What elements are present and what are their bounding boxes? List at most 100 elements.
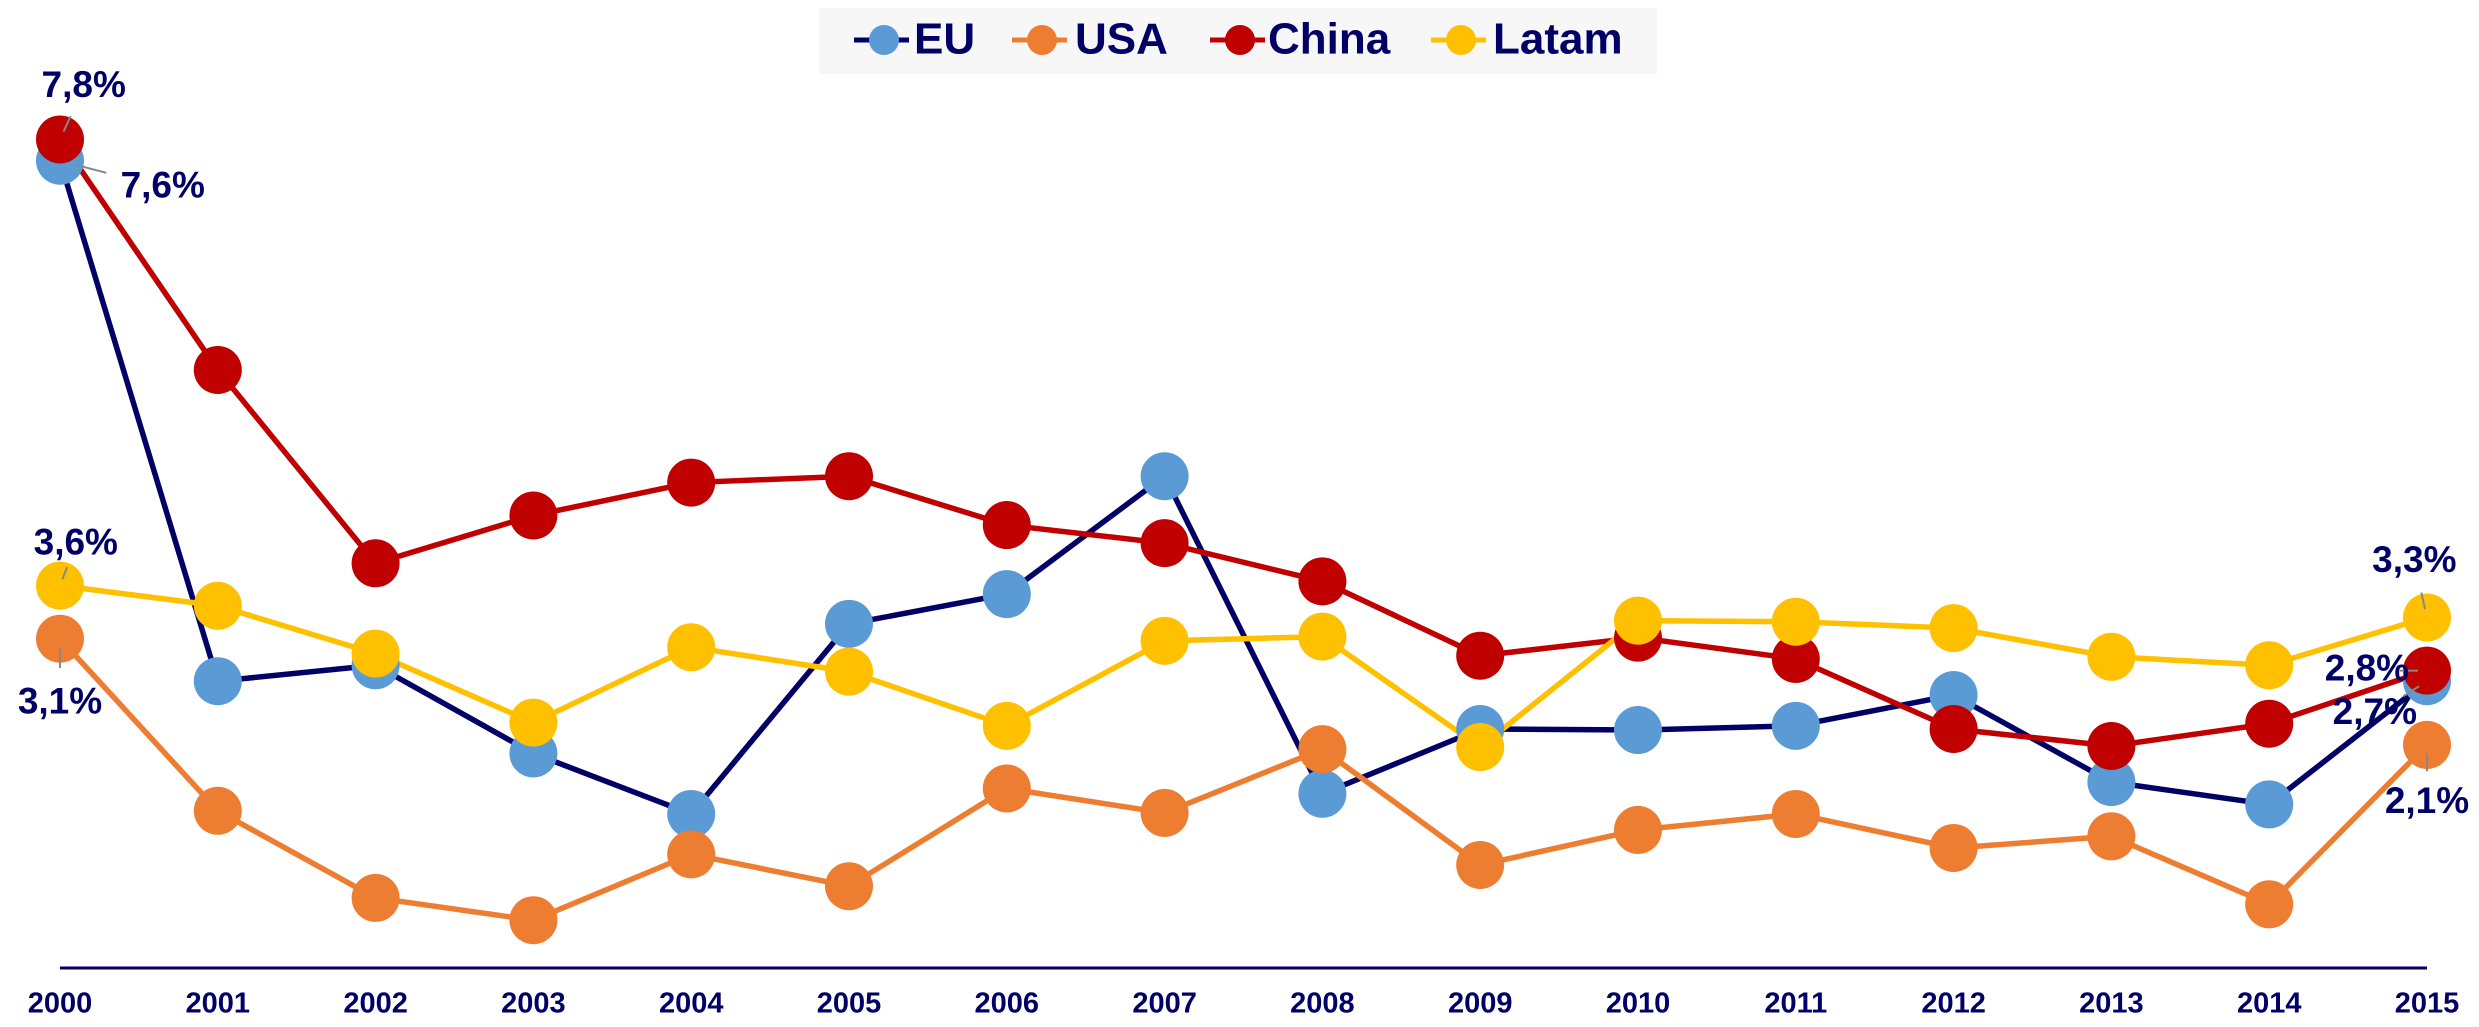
x-tick-label: 2010: [1606, 988, 1671, 1020]
data-point: [1929, 604, 1978, 653]
data-point: [1614, 596, 1662, 645]
series-line: [57, 159, 2429, 817]
data-point: [1298, 612, 1347, 661]
label-leader: [61, 566, 69, 580]
data-point: [1140, 519, 1189, 568]
data-point: [2087, 721, 2136, 770]
legend-label: USA: [1075, 15, 1168, 64]
data-point: [2245, 780, 2294, 829]
data-point: [1929, 671, 1978, 720]
legend-label: EU: [914, 15, 975, 64]
data-point: [2087, 632, 2136, 681]
data-point: [2245, 641, 2294, 690]
data-point: [2245, 699, 2294, 748]
x-tick-label: 2009: [1448, 988, 1513, 1020]
data-point: [982, 764, 1031, 813]
data-point: [1614, 706, 1662, 755]
x-tick-label: 2013: [2079, 988, 2144, 1020]
label-leader: [2402, 685, 2420, 697]
data-label: 7,6%: [121, 164, 205, 205]
data-point: [1614, 805, 1662, 854]
series-line: [59, 582, 2428, 750]
legend-marker: [1027, 25, 1057, 55]
x-tick-label: 2003: [501, 988, 566, 1020]
label-leader: [75, 163, 107, 174]
data-point: [1929, 823, 1978, 872]
data-point: [509, 698, 558, 747]
data-point: [193, 581, 242, 630]
data-point: [667, 458, 716, 507]
series-line: [57, 137, 2428, 749]
data-point: [1456, 723, 1505, 772]
data-label: 2,8%: [2325, 647, 2409, 688]
data-point: [2087, 758, 2136, 807]
data-point: [1456, 631, 1505, 680]
data-point: [667, 830, 716, 879]
data-label: 3,3%: [2372, 539, 2456, 580]
data-point: [982, 701, 1031, 750]
x-tick-label: 2007: [1132, 988, 1197, 1020]
data-label: 3,6%: [34, 521, 118, 562]
data-point: [351, 539, 400, 588]
label-leader: [2420, 592, 2427, 610]
data-point: [193, 345, 242, 394]
data-point: [825, 599, 873, 648]
legend-marker: [869, 25, 899, 55]
x-tick-label: 2015: [2395, 988, 2460, 1020]
data-label: 3,1%: [18, 680, 102, 721]
data-point: [2245, 880, 2294, 929]
data-point: [825, 647, 873, 696]
x-tick-label: 2004: [659, 988, 724, 1020]
label-leader: [62, 115, 72, 133]
data-point: [982, 570, 1031, 619]
data-point: [2403, 720, 2451, 769]
data-point: [193, 786, 242, 835]
x-tick-label: 2002: [343, 988, 408, 1020]
data-point: [36, 614, 84, 663]
x-tick-label: 2012: [1921, 988, 1986, 1020]
data-point: [1298, 769, 1347, 818]
data-point: [36, 561, 84, 610]
data-point: [667, 623, 716, 672]
data-label: 2,1%: [2385, 780, 2469, 821]
data-point: [667, 789, 716, 838]
data-point: [2087, 812, 2136, 861]
data-point: [1771, 701, 1820, 750]
data-point: [1771, 597, 1820, 646]
data-point: [1140, 616, 1189, 665]
data-point: [1298, 557, 1347, 606]
data-label: 7,8%: [42, 64, 126, 105]
data-point: [1456, 840, 1505, 889]
data-point: [1140, 452, 1189, 501]
data-point: [509, 491, 558, 540]
x-tick-label: 2006: [975, 988, 1040, 1020]
data-point: [1771, 789, 1820, 838]
data-point: [2403, 646, 2451, 695]
data-point: [36, 115, 84, 164]
legend-marker: [1446, 25, 1476, 55]
data-point: [982, 501, 1031, 550]
series-line: [57, 636, 2429, 923]
data-point: [1929, 705, 1978, 753]
legend-label: China: [1268, 15, 1391, 64]
data-point: [825, 862, 873, 911]
data-point: [1771, 634, 1820, 683]
data-label: 2,7%: [2333, 691, 2417, 732]
legend-marker: [1225, 25, 1255, 55]
data-point: [351, 873, 400, 922]
data-point: [825, 452, 873, 501]
data-point: [2403, 593, 2451, 642]
data-point: [1298, 725, 1347, 774]
x-tick-label: 2000: [28, 988, 93, 1020]
data-point: [351, 629, 400, 678]
data-point: [509, 896, 558, 945]
x-tick-label: 2008: [1290, 988, 1355, 1020]
data-point: [1140, 788, 1189, 837]
x-tick-label: 2005: [817, 988, 882, 1020]
x-tick-label: 2014: [2237, 988, 2302, 1020]
legend-label: Latam: [1493, 15, 1623, 64]
x-tick-label: 2001: [186, 988, 251, 1020]
x-tick-label: 2011: [1764, 988, 1827, 1020]
